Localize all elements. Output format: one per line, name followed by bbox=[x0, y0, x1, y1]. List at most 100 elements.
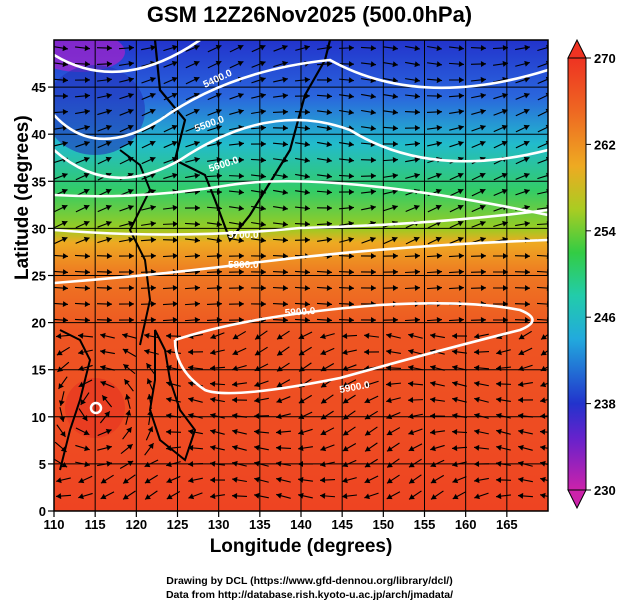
wind-arrow-icon bbox=[518, 364, 533, 372]
wind-arrow-icon bbox=[364, 410, 378, 420]
x-tick-label: 145 bbox=[331, 517, 353, 532]
wind-arrow-icon bbox=[251, 108, 267, 115]
wind-arrow-icon bbox=[471, 188, 486, 197]
wind-arrow-icon bbox=[141, 76, 156, 84]
wind-arrow-icon bbox=[185, 44, 200, 52]
wind-arrow-icon bbox=[339, 236, 354, 243]
wind-arrow-icon bbox=[97, 92, 112, 99]
wind-arrow-icon bbox=[408, 348, 423, 355]
wind-arrow-icon bbox=[517, 397, 534, 404]
wind-arrow-icon bbox=[364, 442, 378, 452]
wind-arrow-icon bbox=[118, 252, 135, 259]
wind-arrow-icon bbox=[316, 269, 333, 276]
wind-arrow-icon bbox=[144, 348, 159, 355]
wind-arrow-icon bbox=[470, 252, 487, 259]
wind-arrow-icon bbox=[404, 268, 421, 275]
wind-arrow-icon bbox=[209, 460, 225, 467]
wind-arrow-icon bbox=[492, 44, 509, 51]
wind-arrow-icon bbox=[74, 76, 91, 83]
wind-arrow-icon bbox=[163, 124, 178, 133]
wind-arrow-icon bbox=[449, 108, 465, 115]
wind-arrow-icon bbox=[451, 332, 468, 339]
wind-arrow-icon bbox=[97, 204, 112, 213]
wind-arrow-icon bbox=[514, 301, 531, 308]
wind-arrow-icon bbox=[405, 236, 420, 245]
x-tick-label: 165 bbox=[496, 517, 518, 532]
wind-arrow-icon bbox=[228, 268, 245, 275]
wind-arrow-icon bbox=[144, 490, 158, 500]
wind-arrow-icon bbox=[360, 253, 377, 260]
wind-arrow-icon bbox=[430, 444, 445, 452]
wind-arrow-icon bbox=[492, 284, 509, 291]
wind-arrow-icon bbox=[163, 76, 178, 85]
wind-arrow-icon bbox=[209, 476, 226, 483]
wind-arrow-icon bbox=[74, 253, 91, 260]
wind-arrow-icon bbox=[253, 413, 270, 420]
wind-arrow-icon bbox=[383, 61, 399, 68]
wind-arrow-icon bbox=[276, 476, 291, 483]
wind-arrow-icon bbox=[231, 476, 247, 483]
colorbar-tick-label: 230 bbox=[594, 483, 616, 498]
wind-arrow-icon bbox=[99, 410, 111, 424]
wind-arrow-icon bbox=[317, 236, 333, 243]
wind-arrow-icon bbox=[515, 188, 530, 196]
y-tick-label: 45 bbox=[32, 80, 46, 95]
wind-arrow-icon bbox=[273, 189, 289, 196]
wind-arrow-icon bbox=[452, 380, 467, 387]
wind-arrow-icon bbox=[119, 236, 134, 243]
wind-arrow-icon bbox=[162, 284, 179, 291]
wind-arrow-icon bbox=[518, 347, 533, 356]
wind-arrow-icon bbox=[474, 412, 489, 419]
wind-arrow-icon bbox=[536, 220, 548, 227]
wind-arrow-icon bbox=[316, 189, 333, 196]
wind-arrow-icon bbox=[254, 492, 269, 499]
y-axis-label: Latitude (degrees) bbox=[12, 115, 33, 280]
wind-arrow-icon bbox=[206, 189, 223, 196]
wind-arrow-icon bbox=[185, 124, 200, 132]
coastline-china bbox=[119, 149, 152, 346]
wind-arrow-icon bbox=[275, 444, 292, 451]
wind-arrow-icon bbox=[320, 427, 335, 436]
wind-arrow-icon bbox=[184, 316, 201, 323]
wind-arrow-icon bbox=[251, 44, 266, 53]
wind-arrow-icon bbox=[55, 333, 72, 340]
wind-arrow-icon bbox=[54, 45, 69, 52]
wind-arrow-icon bbox=[382, 316, 399, 323]
wind-arrow-icon bbox=[495, 476, 512, 483]
coastline-philippines bbox=[148, 329, 197, 462]
wind-arrow-icon bbox=[187, 349, 204, 356]
wind-arrow-icon bbox=[426, 252, 443, 259]
wind-arrow-icon bbox=[96, 285, 113, 292]
wind-arrow-icon bbox=[100, 491, 115, 500]
coastline-indochina bbox=[59, 329, 92, 471]
contour-line bbox=[54, 238, 548, 285]
wind-arrow-icon bbox=[449, 220, 464, 229]
wind-arrow-icon bbox=[75, 236, 90, 244]
colorbar-tick-label: 238 bbox=[594, 397, 616, 412]
colorbar-max-arrow bbox=[567, 38, 587, 59]
wind-arrow-icon bbox=[250, 301, 267, 308]
coastline-japan bbox=[153, 40, 332, 243]
wind-arrow-icon bbox=[298, 428, 313, 436]
wind-arrow-icon bbox=[427, 124, 443, 131]
wind-arrow-icon bbox=[474, 380, 489, 387]
wind-arrow-icon bbox=[97, 188, 112, 197]
wind-arrow-icon bbox=[162, 252, 179, 259]
wind-arrow-icon bbox=[162, 237, 179, 244]
wind-arrow-icon bbox=[100, 474, 114, 484]
contour-line bbox=[54, 118, 548, 180]
wind-arrow-icon bbox=[404, 252, 421, 259]
wind-arrow-icon bbox=[101, 394, 113, 408]
wind-arrow-icon bbox=[452, 491, 467, 500]
wind-arrow-icon bbox=[430, 474, 445, 484]
wind-arrow-icon bbox=[165, 348, 181, 355]
x-tick-label: 130 bbox=[208, 517, 230, 532]
wind-arrow-icon bbox=[141, 172, 156, 180]
wind-arrow-icon bbox=[451, 412, 467, 419]
wind-arrow-icon bbox=[184, 221, 201, 228]
y-tick-label: 20 bbox=[32, 316, 46, 331]
wind-arrow-icon bbox=[341, 333, 358, 340]
chart-title: GSM 12Z26Nov2025 (500.0hPa) bbox=[146, 2, 473, 27]
wind-arrow-icon bbox=[187, 461, 204, 468]
wind-arrow-icon bbox=[471, 172, 486, 181]
